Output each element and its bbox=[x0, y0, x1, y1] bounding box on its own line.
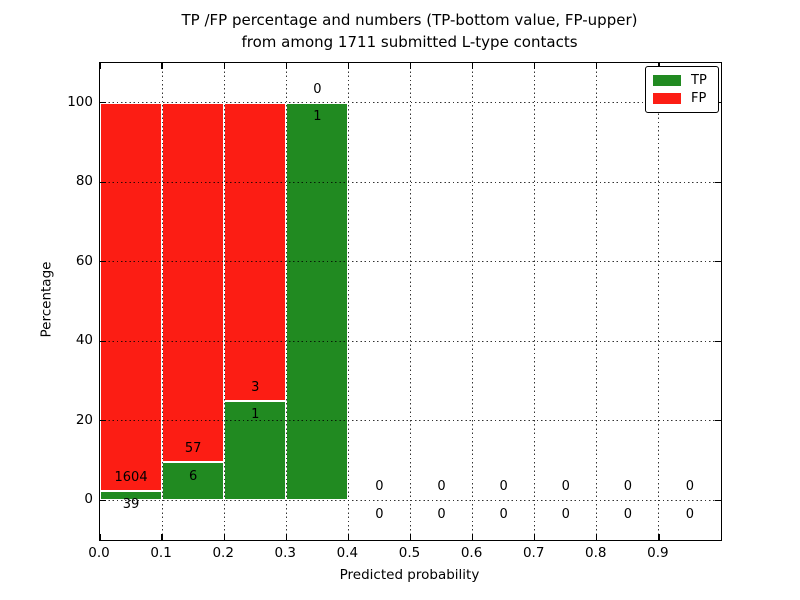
grid-line-vertical bbox=[223, 63, 225, 540]
x-tick-label: 0.7 bbox=[522, 545, 545, 561]
y-axis-label: Percentage bbox=[38, 261, 55, 338]
y-axis-tick-left bbox=[100, 340, 106, 342]
tp-count-label: 0 bbox=[685, 506, 695, 522]
y-axis-tick-left bbox=[100, 102, 106, 104]
tp-legend-label: TP bbox=[691, 73, 707, 88]
fp-count-label: 57 bbox=[184, 441, 202, 457]
tp-bar-segment bbox=[224, 400, 287, 501]
x-axis-tick-top bbox=[596, 63, 598, 69]
y-tick-label: 80 bbox=[75, 173, 93, 190]
fp-count-label: 0 bbox=[685, 479, 695, 495]
x-axis-tick-top bbox=[99, 63, 101, 69]
tp-bar-segment bbox=[100, 490, 163, 501]
y-axis-tick-right bbox=[715, 181, 721, 183]
x-tick-label: 0.1 bbox=[150, 545, 172, 561]
fp-legend-label: FP bbox=[691, 91, 707, 106]
x-axis-tick-bottom bbox=[99, 534, 101, 540]
tp-count-label: 1 bbox=[251, 407, 260, 423]
y-axis-tick-left bbox=[100, 181, 106, 183]
y-tick-label: 100 bbox=[67, 93, 93, 110]
y-axis-tick-left bbox=[100, 420, 106, 422]
fp-legend-swatch bbox=[653, 93, 681, 104]
grid-line-vertical bbox=[596, 63, 598, 540]
tp-count-label: 39 bbox=[122, 497, 140, 513]
y-axis-tick-right bbox=[715, 340, 721, 342]
grid-line-vertical bbox=[161, 63, 163, 540]
chart-title-line-1: TP /FP percentage and numbers (TP-bottom… bbox=[181, 11, 638, 29]
x-axis-tick-top bbox=[534, 63, 536, 69]
grid-line-vertical bbox=[534, 63, 536, 540]
x-axis-tick-top bbox=[409, 63, 412, 69]
chart-title: TP /FP percentage and numbers (TP-bottom… bbox=[99, 9, 720, 53]
x-axis-tick-bottom bbox=[347, 534, 350, 540]
chart-title-line-2: from among 1711 submitted L-type contact… bbox=[241, 33, 578, 51]
y-tick-label: 40 bbox=[75, 332, 93, 349]
y-axis-tick-left bbox=[100, 499, 106, 501]
legend: TP FP bbox=[645, 66, 719, 113]
x-tick-label: 0.0 bbox=[88, 545, 110, 561]
tp-count-label: 6 bbox=[189, 468, 198, 484]
fp-bar-segment bbox=[100, 102, 163, 491]
legend-item-fp: FP bbox=[653, 92, 718, 106]
x-tick-label: 0.4 bbox=[336, 545, 359, 561]
fp-count-label: 0 bbox=[313, 81, 322, 97]
x-axis-tick-bottom bbox=[534, 534, 536, 540]
tp-legend-swatch bbox=[653, 75, 681, 86]
x-axis-tick-bottom bbox=[471, 534, 474, 540]
grid-line-vertical bbox=[658, 63, 660, 540]
fp-count-label: 3 bbox=[251, 379, 260, 395]
tp-count-label: 0 bbox=[499, 506, 508, 522]
tp-count-label: 0 bbox=[375, 506, 384, 522]
y-tick-label: 0 bbox=[84, 491, 93, 508]
fp-bar-segment bbox=[224, 102, 287, 401]
x-axis-label: Predicted probability bbox=[339, 567, 480, 583]
x-axis-tick-top bbox=[285, 63, 287, 69]
fp-count-label: 1604 bbox=[114, 469, 148, 485]
fp-count-label: 0 bbox=[375, 479, 384, 495]
x-tick-label: 0.2 bbox=[212, 545, 234, 561]
x-axis-tick-top bbox=[471, 63, 474, 69]
x-axis-tick-bottom bbox=[285, 534, 287, 540]
y-tick-label: 60 bbox=[75, 252, 93, 269]
x-tick-label: 0.6 bbox=[460, 545, 483, 561]
x-axis-tick-top bbox=[347, 63, 350, 69]
y-axis-tick-right bbox=[715, 420, 721, 422]
x-tick-label: 0.9 bbox=[647, 545, 669, 561]
x-axis-tick-bottom bbox=[409, 534, 412, 540]
legend-item-tp: TP bbox=[653, 74, 718, 88]
fp-bar-segment bbox=[162, 102, 225, 463]
tp-count-label: 0 bbox=[437, 506, 446, 522]
x-axis-tick-bottom bbox=[223, 534, 225, 540]
x-axis-tick-top bbox=[223, 63, 225, 69]
x-axis-tick-bottom bbox=[161, 534, 163, 540]
fp-count-label: 0 bbox=[437, 479, 446, 495]
x-axis-tick-bottom bbox=[658, 534, 660, 540]
tp-count-label: 0 bbox=[623, 506, 632, 522]
tp-count-label: 1 bbox=[313, 109, 322, 125]
tp-bar-segment bbox=[286, 102, 349, 501]
y-axis-tick-left bbox=[100, 261, 106, 263]
tp-bar-segment bbox=[162, 462, 225, 501]
fp-count-label: 0 bbox=[623, 479, 632, 495]
x-axis-tick-top bbox=[161, 63, 163, 69]
grid-line-vertical bbox=[472, 63, 474, 540]
x-tick-label: 0.3 bbox=[274, 545, 297, 561]
y-tick-label: 20 bbox=[75, 411, 93, 428]
y-axis-tick-right bbox=[715, 261, 721, 263]
fp-count-label: 0 bbox=[561, 479, 570, 495]
x-axis-tick-bottom bbox=[596, 534, 598, 540]
plot-area: 1604 39 57 6 3 1 0 1 0 0 0 0 0 0 0 0 0 0 0 0 bbox=[99, 62, 722, 541]
fp-count-label: 0 bbox=[499, 479, 508, 495]
grid-line-vertical bbox=[410, 63, 411, 540]
x-tick-label: 0.8 bbox=[585, 545, 607, 561]
x-tick-label: 0.5 bbox=[398, 545, 421, 561]
tp-count-label: 0 bbox=[561, 506, 570, 522]
grid-line-vertical bbox=[347, 63, 349, 540]
y-axis-tick-right bbox=[715, 499, 721, 501]
grid-line-vertical bbox=[285, 63, 287, 540]
